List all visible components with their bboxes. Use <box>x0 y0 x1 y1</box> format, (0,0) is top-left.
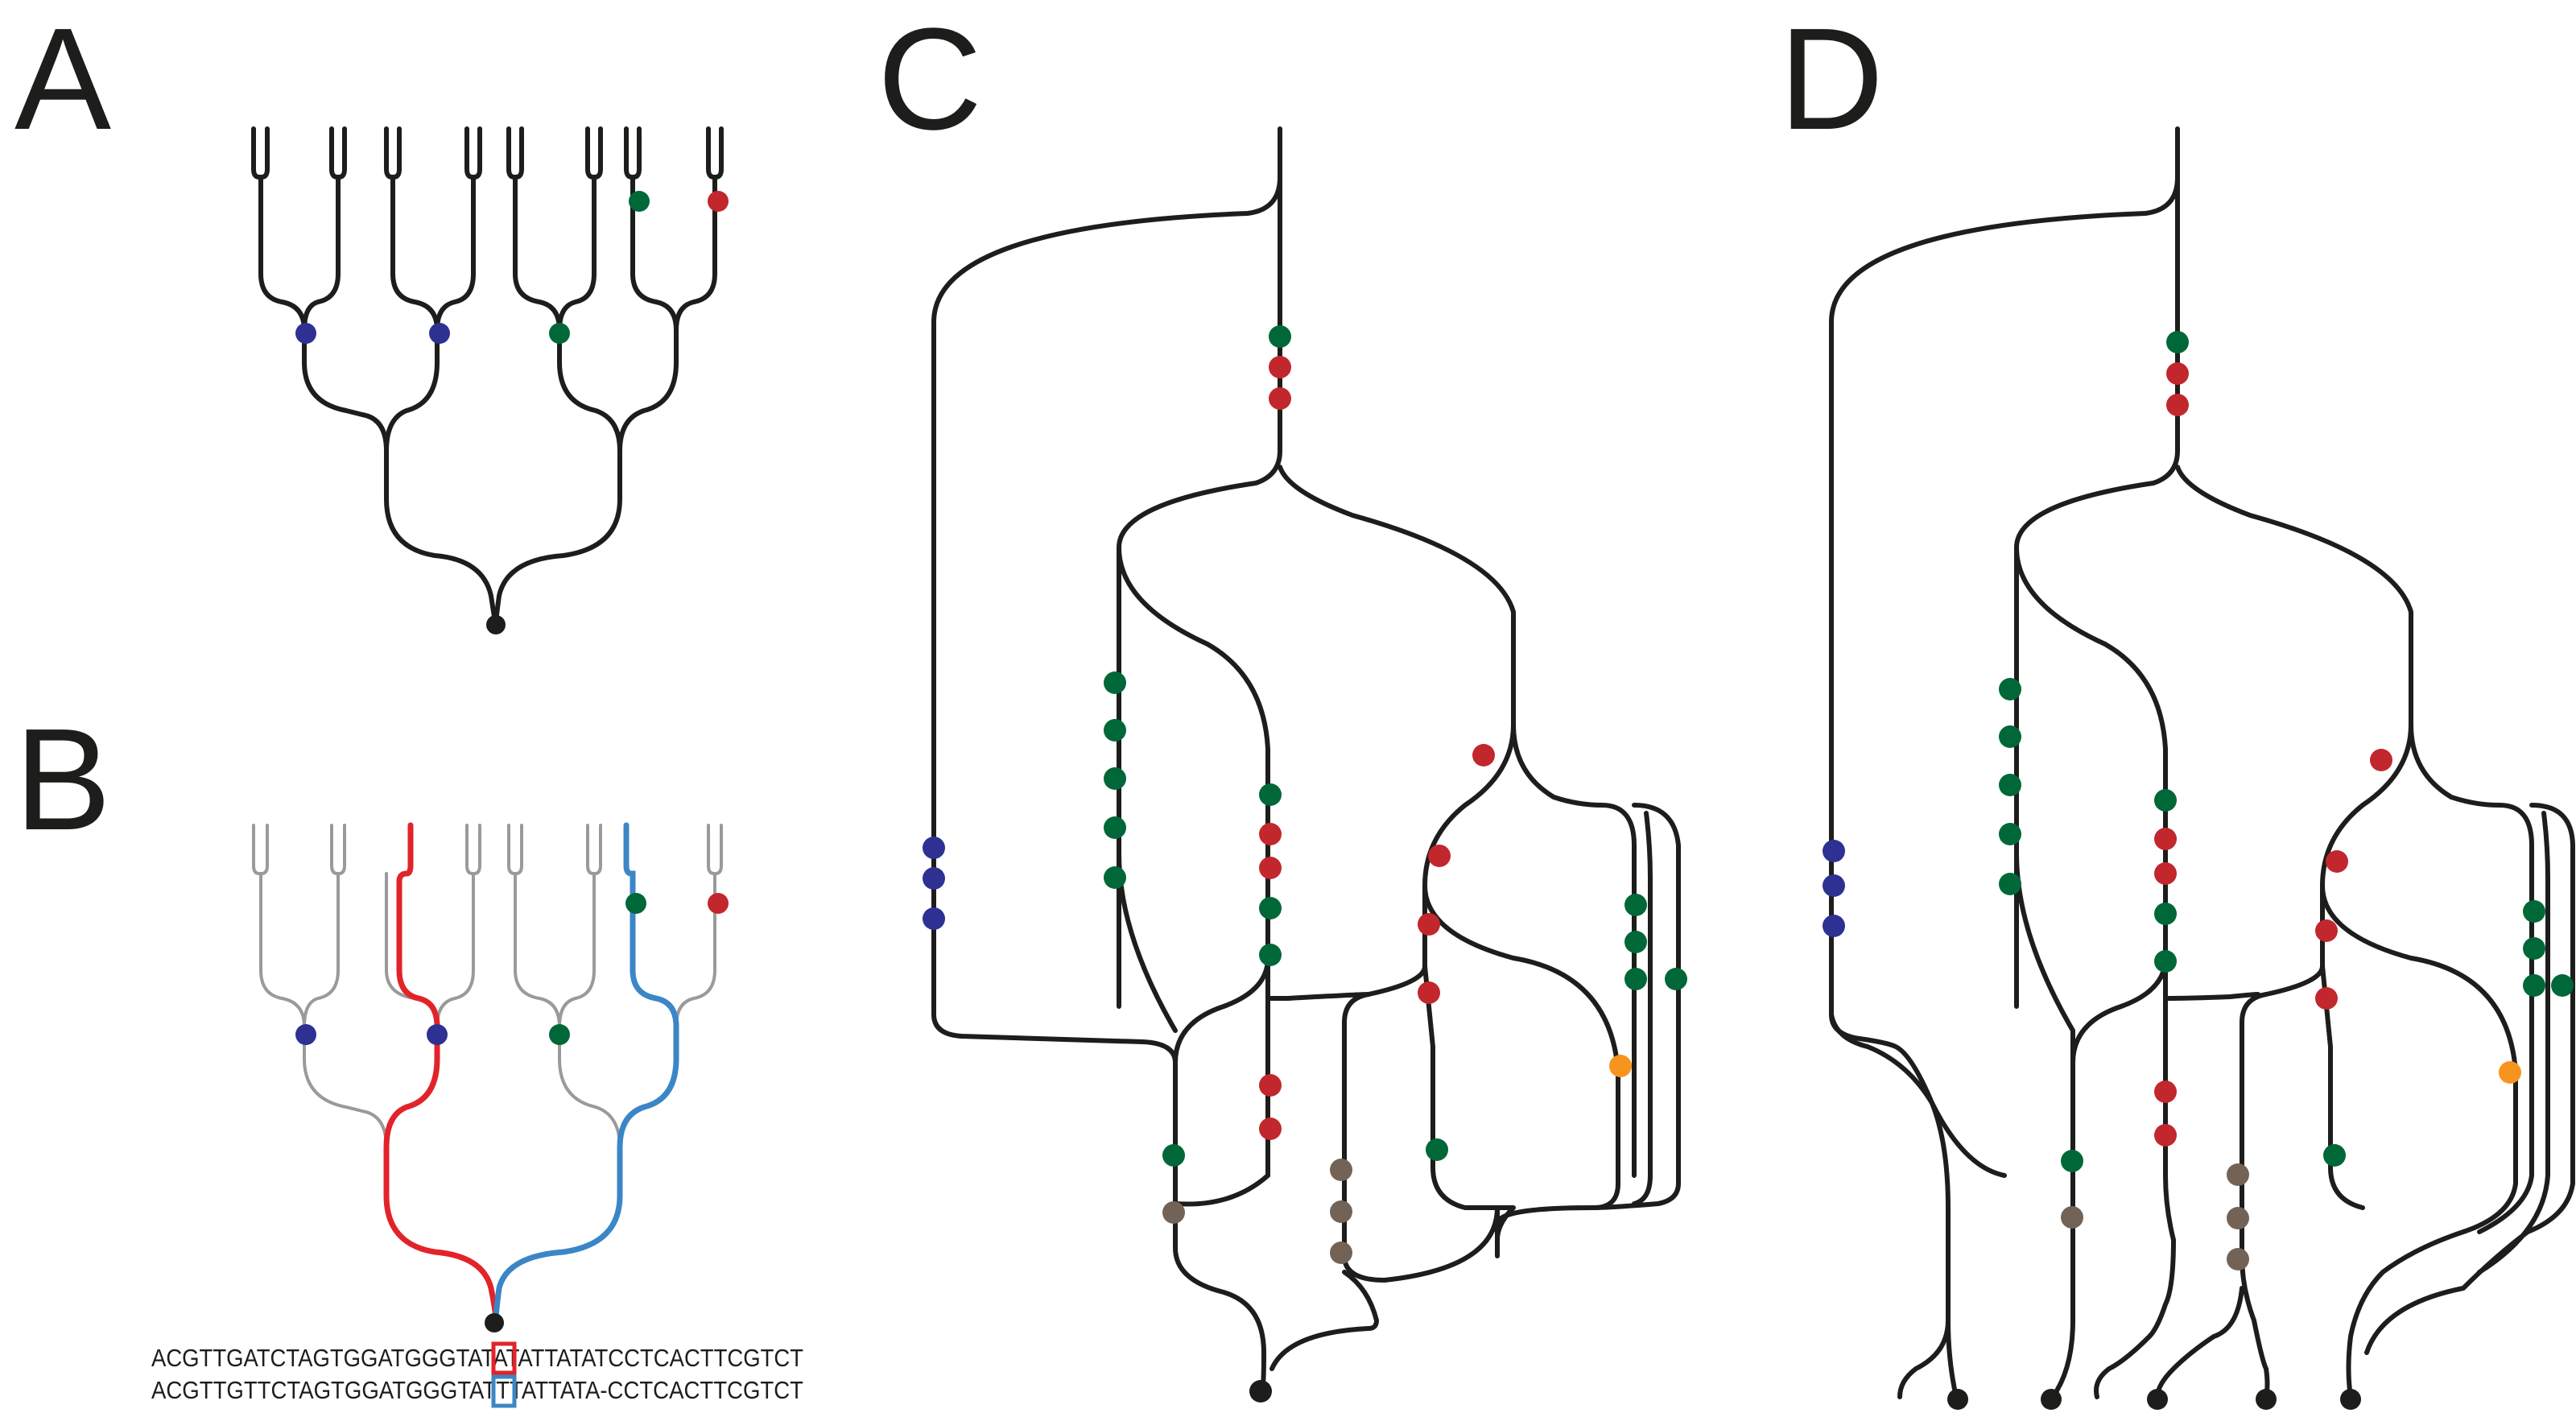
mutation-dot-green <box>1624 931 1647 953</box>
root-node <box>2256 1389 2277 1410</box>
mutation-dot-green <box>1999 873 2021 895</box>
root-node <box>486 615 506 634</box>
mutation-dot-red <box>1418 913 1440 936</box>
mutation-dot-green <box>2154 903 2177 925</box>
mutation-dot-red <box>708 191 729 212</box>
mutation-dot-blue <box>429 323 450 344</box>
root-node <box>485 1313 504 1332</box>
root-node <box>1249 1380 1272 1403</box>
mutation-dot-green <box>1999 774 2021 796</box>
mutation-dot-brown <box>1330 1242 1352 1264</box>
mutation-dot-brown <box>2227 1163 2249 1186</box>
mutation-dot-brown <box>1330 1159 1352 1181</box>
mutation-dot-red <box>1472 744 1495 766</box>
panel-a-tree <box>251 126 729 634</box>
mutation-dot-green <box>1999 678 2021 700</box>
mutation-dot-green <box>1104 767 1126 790</box>
mutation-dot-red <box>2154 862 2177 885</box>
panel-c-label: C <box>877 0 982 160</box>
mutation-dot-brown <box>2227 1248 2249 1270</box>
mutation-dot-red <box>2315 987 2338 1010</box>
mutation-dot-green <box>1104 816 1126 839</box>
mutation-dot-red <box>1259 823 1282 845</box>
mutation-dot-red <box>2370 749 2392 771</box>
sequence-alignment: ACGTTGATCTAGTGGATGGGTATATATTATATCCTCACTT… <box>151 1341 803 1408</box>
highlight-box-blue <box>491 1374 517 1408</box>
mutation-dot-green <box>549 323 570 344</box>
mutation-dot-green <box>1259 944 1282 966</box>
mutation-dot-orange <box>1609 1055 1632 1077</box>
mutation-dot-green <box>1624 894 1647 916</box>
mutation-dot-red <box>1418 981 1440 1004</box>
mutation-dot-green <box>2154 950 2177 973</box>
mutation-dot-green <box>1162 1144 1185 1167</box>
mutation-dot-red <box>1269 356 1291 378</box>
sequence-line-1: ACGTTGATCTAGTGGATGGGTATATATTATATCCTCACTT… <box>151 1345 803 1372</box>
panel-b-tree <box>252 822 729 1332</box>
mutation-dot-red <box>2315 919 2338 942</box>
mutation-dot-blue <box>295 323 316 344</box>
mutation-dot-red <box>1428 845 1451 867</box>
mutation-dot-green <box>2523 974 2545 997</box>
mutation-dot-green <box>1259 783 1282 806</box>
sequence-line-2: ACGTTGTTCTAGTGGATGGGTATTTATTATA-CCTCACTT… <box>151 1377 803 1404</box>
mutation-dot-red <box>1259 857 1282 879</box>
mutation-dot-red <box>708 893 729 914</box>
mutation-dot-green <box>1999 725 2021 748</box>
mutation-dot-green <box>2061 1150 2083 1172</box>
mutation-dot-green <box>1104 866 1126 889</box>
mutation-dot-green <box>2551 974 2574 997</box>
mutation-dot-blue <box>1823 915 1845 937</box>
mutation-dot-blue <box>923 907 945 930</box>
mutation-dot-blue <box>923 837 945 859</box>
mutation-dot-brown <box>2061 1206 2083 1229</box>
root-node <box>1947 1389 1968 1410</box>
mutation-dot-green <box>1426 1138 1448 1161</box>
mutation-dot-green <box>625 893 646 914</box>
root-node <box>2041 1389 2062 1410</box>
mutation-dot-blue <box>427 1024 448 1045</box>
mutation-dot-green <box>1269 325 1291 348</box>
mutation-dot-blue <box>923 867 945 890</box>
mutation-dot-blue <box>1823 840 1845 862</box>
mutation-dot-green <box>2523 937 2545 960</box>
mutation-dot-red <box>1269 387 1291 410</box>
mutation-dot-green <box>1104 719 1126 742</box>
mutation-dot-red <box>1259 1074 1282 1097</box>
mutation-dot-green <box>1104 671 1126 694</box>
mutation-dot-green <box>2323 1144 2346 1167</box>
panel-d-network <box>1823 126 2575 1410</box>
mutation-dot-red <box>2154 828 2177 850</box>
mutation-dot-green <box>1259 897 1282 919</box>
mutation-dot-red <box>2166 362 2189 385</box>
mutation-dot-green <box>2154 789 2177 812</box>
mutation-dot-green <box>2166 331 2189 353</box>
highlight-box-red <box>491 1341 517 1375</box>
panel-a-label: A <box>14 0 111 160</box>
mutation-dot-blue <box>295 1024 316 1045</box>
mutation-dot-red <box>2154 1124 2177 1147</box>
mutation-dot-green <box>1624 968 1647 990</box>
mutation-dot-red <box>2154 1080 2177 1103</box>
mutation-dot-green <box>2523 900 2545 923</box>
mutation-dot-green <box>549 1024 570 1045</box>
panel-c-network <box>923 126 1687 1403</box>
panel-b-label: B <box>14 699 111 861</box>
mutation-dot-green <box>1665 968 1687 990</box>
mutation-dot-brown <box>1330 1200 1352 1223</box>
root-node <box>2147 1389 2168 1410</box>
mutation-dot-red <box>2326 850 2348 873</box>
mutation-dot-blue <box>1823 874 1845 897</box>
mutation-dot-green <box>1999 823 2021 845</box>
mutation-dot-green <box>629 191 650 212</box>
mutation-dot-red <box>1259 1118 1282 1140</box>
mutation-dot-brown <box>2227 1207 2249 1229</box>
mutation-dot-brown <box>1162 1201 1185 1224</box>
mutation-dot-orange <box>2499 1061 2521 1084</box>
panel-d-label: D <box>1779 0 1884 160</box>
mutation-dot-red <box>2166 394 2189 416</box>
root-node <box>2340 1389 2361 1410</box>
